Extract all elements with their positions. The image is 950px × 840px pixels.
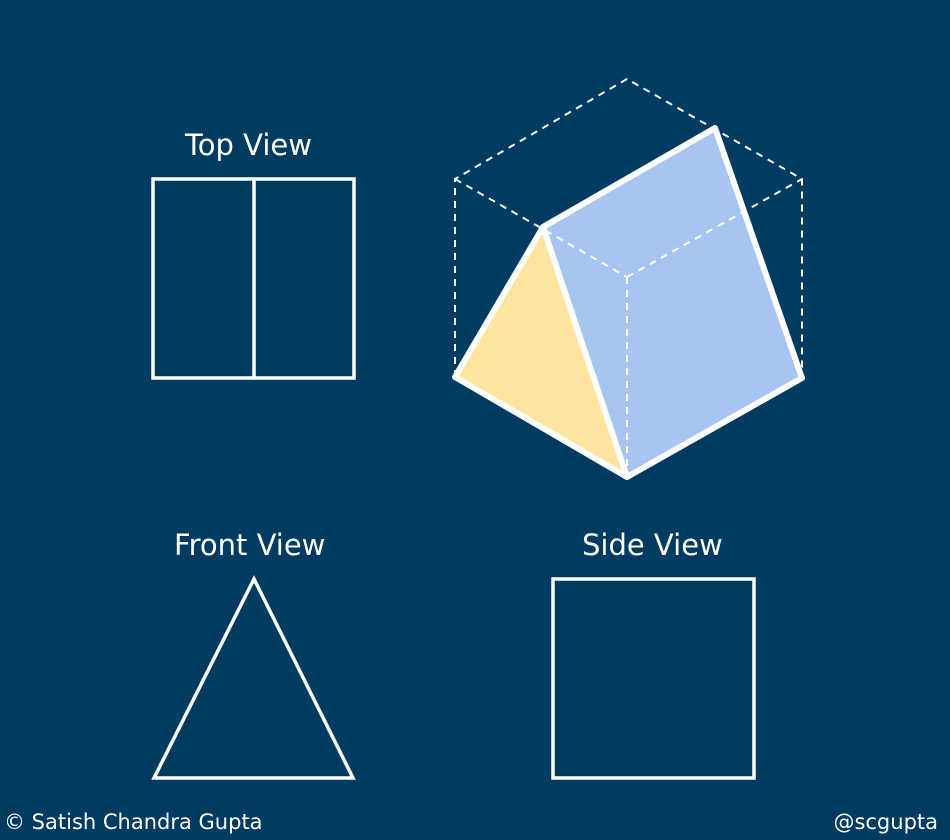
bounding-cube-dashed — [454, 77, 803, 477]
author-credit: © Satish Chandra Gupta — [4, 810, 263, 834]
isometric-prism — [452, 77, 805, 480]
prism-end-face — [455, 227, 627, 477]
front-view-label: Front View — [174, 528, 326, 562]
top-view-drawing — [151, 177, 356, 380]
front-view-triangle — [151, 575, 356, 780]
top-view-label: Top View — [185, 128, 312, 162]
author-handle: @scgupta — [833, 810, 938, 834]
prism-slanted-face — [543, 128, 802, 477]
side-view-label: Side View — [582, 528, 723, 562]
side-view-square — [551, 577, 756, 780]
prism-edges — [452, 125, 805, 480]
